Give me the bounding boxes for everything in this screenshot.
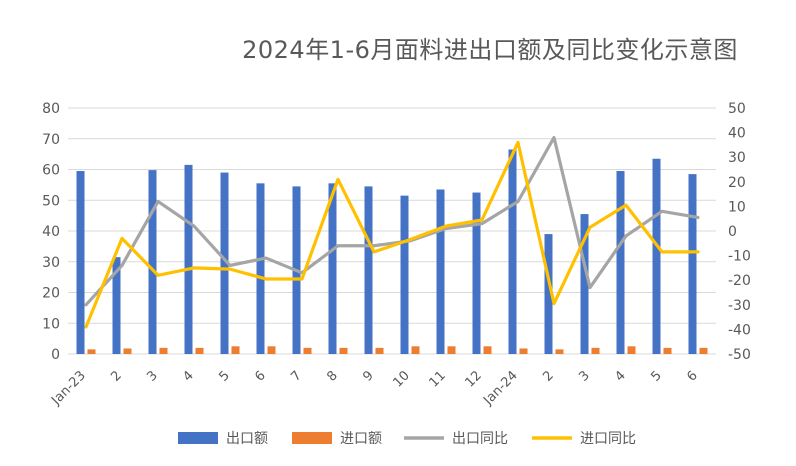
- bar-export: [364, 186, 373, 354]
- bar-import: [195, 347, 204, 354]
- bar-import: [555, 349, 564, 354]
- x-tick-label: 12: [463, 368, 485, 390]
- x-tick-label: 5: [216, 368, 232, 384]
- y-right-tick-label: 40: [728, 126, 746, 142]
- x-tick-label: 2: [540, 368, 556, 384]
- bar-export: [472, 192, 481, 354]
- bar-import: [375, 347, 384, 354]
- x-tick-label: 2: [108, 368, 124, 384]
- bar-export: [328, 183, 337, 354]
- bar-import: [519, 348, 528, 354]
- bar-import: [231, 346, 240, 354]
- y-right-tick-label: -10: [728, 249, 751, 265]
- line-import-yoy: [84, 140, 700, 329]
- bar-import: [699, 347, 708, 354]
- legend-label: 进口同比: [580, 431, 636, 447]
- y-right-tick-label: -20: [728, 273, 751, 289]
- bar-export: [112, 257, 121, 354]
- x-tick-label: 6: [684, 368, 700, 384]
- legend-swatch: [178, 432, 218, 444]
- bar-export: [148, 170, 157, 354]
- bar-export: [436, 189, 445, 354]
- bar-export: [616, 171, 625, 354]
- bar-import: [339, 347, 348, 354]
- bar-export: [256, 183, 265, 354]
- y-left-tick-label: 0: [51, 347, 60, 363]
- x-tick-label: 8: [324, 368, 340, 384]
- bar-export: [400, 195, 409, 354]
- bar-import: [591, 347, 600, 354]
- x-tick-label: 7: [288, 368, 304, 384]
- y-right-tick-label: -40: [728, 322, 751, 338]
- x-tick-label: 3: [576, 368, 592, 384]
- y-left-tick-label: 60: [42, 163, 60, 179]
- legend-label: 进口额: [340, 431, 382, 447]
- x-tick-label: 6: [252, 368, 268, 384]
- bar-export: [688, 174, 697, 354]
- bar-import: [483, 346, 492, 354]
- x-tick-label: 4: [180, 368, 196, 384]
- y-left-tick-label: 10: [42, 316, 60, 332]
- y-right-tick-label: 10: [728, 199, 746, 215]
- y-left-tick-label: 80: [42, 101, 60, 117]
- y-left-tick-label: 40: [42, 224, 60, 240]
- y-right-tick-label: 0: [728, 224, 737, 240]
- bar-import: [627, 346, 636, 354]
- y-right-tick-label: 30: [728, 150, 746, 166]
- bar-export: [76, 171, 85, 354]
- x-tick-label: 9: [360, 368, 376, 384]
- chart-title: 2024年1-6月面料进出口额及同比变化示意图: [242, 36, 738, 64]
- y-right-tick-label: 50: [728, 101, 746, 117]
- y-left-tick-label: 70: [42, 132, 60, 148]
- legend-label: 出口额: [226, 431, 268, 447]
- x-tick-label: 3: [144, 368, 160, 384]
- y-right-tick-label: 20: [728, 175, 746, 191]
- legend-swatch: [292, 432, 332, 444]
- y-left-tick-label: 30: [42, 255, 60, 271]
- x-tick-label: Jan-24: [480, 368, 521, 409]
- y-left-tick-label: 50: [42, 193, 60, 209]
- bar-import: [87, 349, 96, 354]
- legend-label: 出口同比: [452, 431, 508, 447]
- bar-export: [220, 172, 229, 354]
- bar-import: [123, 348, 132, 354]
- bar-import: [447, 346, 456, 354]
- x-tick-label: 10: [391, 368, 413, 390]
- y-right-tick-label: -30: [728, 298, 751, 314]
- bar-import: [159, 347, 168, 354]
- x-tick-label: 4: [612, 368, 628, 384]
- bar-export: [508, 149, 517, 354]
- bar-import: [663, 347, 672, 354]
- x-tick-label: Jan-23: [48, 368, 89, 409]
- bar-import: [267, 346, 276, 354]
- bar-export: [184, 164, 193, 354]
- x-tick-label: 5: [648, 368, 664, 384]
- bar-export: [580, 214, 589, 354]
- bar-export: [544, 234, 553, 354]
- y-left-tick-label: 20: [42, 286, 60, 302]
- bar-import: [303, 347, 312, 354]
- bar-import: [411, 346, 420, 354]
- y-right-tick-label: -50: [728, 347, 751, 363]
- bar-export: [652, 158, 661, 354]
- x-tick-label: 11: [427, 368, 449, 390]
- line-export-yoy: [84, 135, 700, 307]
